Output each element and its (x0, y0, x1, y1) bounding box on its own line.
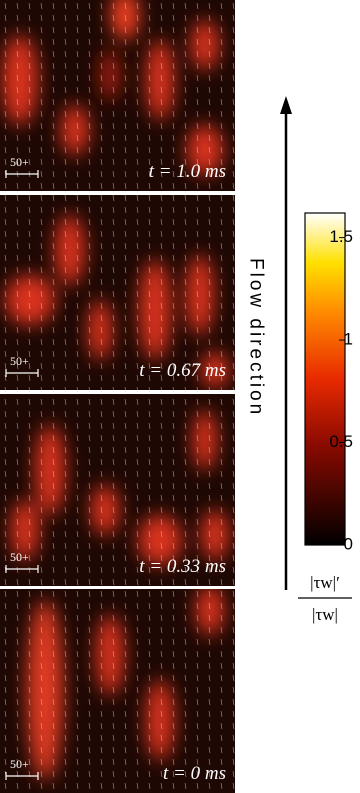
scale-label: 50+ (10, 155, 29, 169)
panel (0, 589, 235, 793)
panel-label: t = 1.0 ms (149, 161, 226, 182)
scale-label: 50+ (10, 354, 29, 368)
scale-bar (5, 565, 39, 573)
scale-label: 50+ (10, 757, 29, 771)
panel (0, 394, 235, 586)
panel-label: t = 0.67 ms (139, 360, 226, 381)
panel-label: t = 0.33 ms (139, 556, 226, 577)
panel (0, 0, 235, 191)
panel (0, 195, 235, 390)
colorbar-tick-label: 0 (344, 534, 353, 553)
flow-arrowhead (280, 96, 292, 114)
scale-bar (5, 772, 39, 780)
panel-label: t = 0 ms (163, 763, 226, 784)
colorbar-tick-label: 1.5 (329, 227, 353, 246)
scale-bar (5, 369, 39, 377)
scale-bar (5, 170, 39, 178)
colorbar-label-denominator: |τw| (312, 605, 338, 624)
colorbar (304, 212, 346, 546)
colorbar-label-numerator: |τw|′ (310, 573, 340, 592)
scale-label: 50+ (10, 550, 29, 564)
colorbar-tick-label: 1 (344, 330, 353, 349)
flow-label: Flow direction (246, 258, 267, 417)
colorbar-tick-label: 0.5 (329, 432, 353, 451)
